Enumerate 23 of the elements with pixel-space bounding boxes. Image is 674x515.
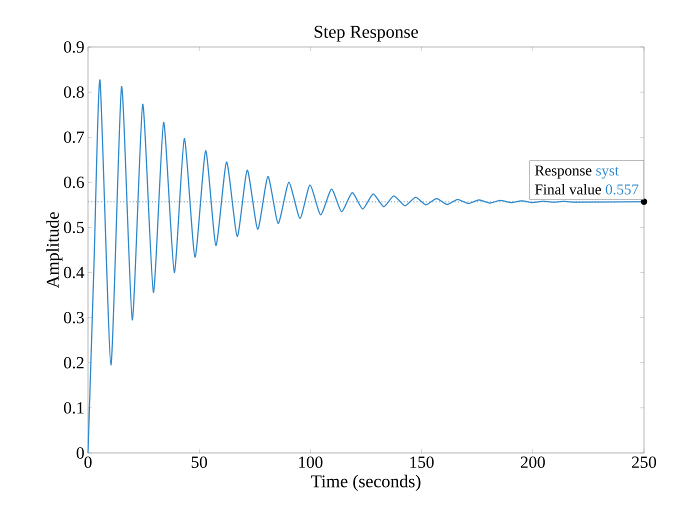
- y-axis-title: Amplitude: [46, 212, 62, 288]
- x-tick-label: 50: [192, 456, 208, 468]
- x-tick-label: 0: [84, 456, 92, 468]
- chart-title: Step Response: [314, 26, 418, 42]
- y-tick-label: 0.5: [64, 222, 84, 234]
- y-tick-label: 0.9: [64, 41, 84, 53]
- y-tick-label: 0.8: [64, 86, 84, 98]
- y-tick-label: 0.6: [64, 176, 84, 188]
- x-tick-label: 150: [410, 456, 434, 468]
- y-tick-label: 0.1: [64, 402, 84, 414]
- annotation: Response: [535, 166, 592, 179]
- x-tick-label: 100: [299, 456, 322, 468]
- y-tick-label: 0.3: [64, 312, 84, 324]
- ref-line-label: 0.557: [606, 184, 638, 195]
- x-tick-label: 250: [632, 456, 656, 468]
- y-tick-label: 0.4: [64, 266, 84, 278]
- x-tick-label: 200: [520, 456, 545, 468]
- y-tick-label: 0.7: [64, 131, 84, 143]
- annotation: Final value: [535, 184, 601, 194]
- series-label: syst: [596, 167, 619, 179]
- y-tick-label: 0: [76, 447, 84, 459]
- y-tick-label: 0.2: [64, 357, 84, 369]
- x-axis-title: Time (seconds): [311, 474, 420, 492]
